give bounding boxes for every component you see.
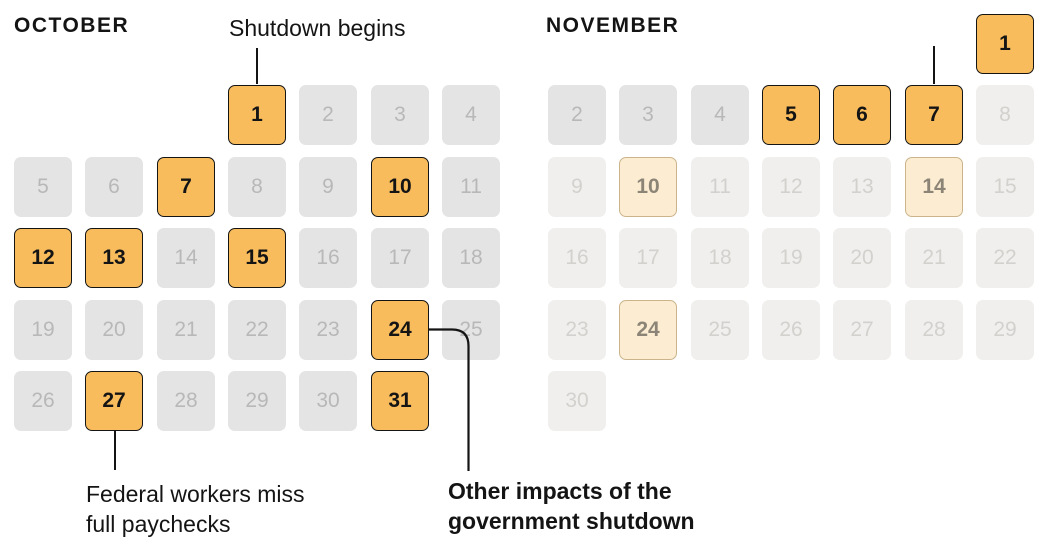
october-day-5: 5	[14, 157, 72, 217]
november-day-23: 23	[548, 300, 606, 360]
november-day-6: 6	[833, 85, 891, 145]
november-day-4: 4	[691, 85, 749, 145]
november-day-12: 12	[762, 157, 820, 217]
october-day-21: 21	[157, 300, 215, 360]
november-day-22: 22	[976, 228, 1034, 288]
november-day-27: 27	[833, 300, 891, 360]
november-day-29: 29	[976, 300, 1034, 360]
october-day-12: 12	[14, 228, 72, 288]
october-day-3: 3	[371, 85, 429, 145]
november-day-28: 28	[905, 300, 963, 360]
october-day-31: 31	[371, 371, 429, 431]
october-day-4: 4	[442, 85, 500, 145]
annotation-shutdown-begins: Shutdown begins	[229, 15, 406, 41]
october-day-10: 10	[371, 157, 429, 217]
november-day-14: 14	[905, 157, 963, 217]
november-day-8: 8	[976, 85, 1034, 145]
october-day-17: 17	[371, 228, 429, 288]
november-day-15: 15	[976, 157, 1034, 217]
october-day-28: 28	[157, 371, 215, 431]
november-day-9: 9	[548, 157, 606, 217]
november-day-16: 16	[548, 228, 606, 288]
october-day-13: 13	[85, 228, 143, 288]
october-day-27: 27	[85, 371, 143, 431]
october-day-16: 16	[299, 228, 357, 288]
november-day-21: 21	[905, 228, 963, 288]
november-day-1: 1	[976, 14, 1034, 74]
october-day-18: 18	[442, 228, 500, 288]
annotation-other-impacts: Other impacts of the government shutdown	[448, 478, 695, 534]
october-day-26: 26	[14, 371, 72, 431]
october-day-6: 6	[85, 157, 143, 217]
november-day-20: 20	[833, 228, 891, 288]
november-day-13: 13	[833, 157, 891, 217]
october-day-11: 11	[442, 157, 500, 217]
october-day-15: 15	[228, 228, 286, 288]
november-day-3: 3	[619, 85, 677, 145]
november-day-19: 19	[762, 228, 820, 288]
october-day-1: 1	[228, 85, 286, 145]
november-day-25: 25	[691, 300, 749, 360]
november-day-7: 7	[905, 85, 963, 145]
october-day-14: 14	[157, 228, 215, 288]
october-day-22: 22	[228, 300, 286, 360]
november-day-17: 17	[619, 228, 677, 288]
november-day-30: 30	[548, 371, 606, 431]
annotation-federal-workers: Federal workers miss full paychecks	[86, 481, 305, 537]
october-day-8: 8	[228, 157, 286, 217]
november-day-5: 5	[762, 85, 820, 145]
october-title: OCTOBER	[14, 14, 130, 37]
october-day-9: 9	[299, 157, 357, 217]
october-day-23: 23	[299, 300, 357, 360]
october-day-29: 29	[228, 371, 286, 431]
november-day-2: 2	[548, 85, 606, 145]
october-day-7: 7	[157, 157, 215, 217]
november-day-11: 11	[691, 157, 749, 217]
november-day-24: 24	[619, 300, 677, 360]
october-day-19: 19	[14, 300, 72, 360]
november-day-26: 26	[762, 300, 820, 360]
october-day-2: 2	[299, 85, 357, 145]
november-day-18: 18	[691, 228, 749, 288]
november-day-10: 10	[619, 157, 677, 217]
november-title: NOVEMBER	[546, 14, 680, 37]
october-day-30: 30	[299, 371, 357, 431]
october-day-20: 20	[85, 300, 143, 360]
